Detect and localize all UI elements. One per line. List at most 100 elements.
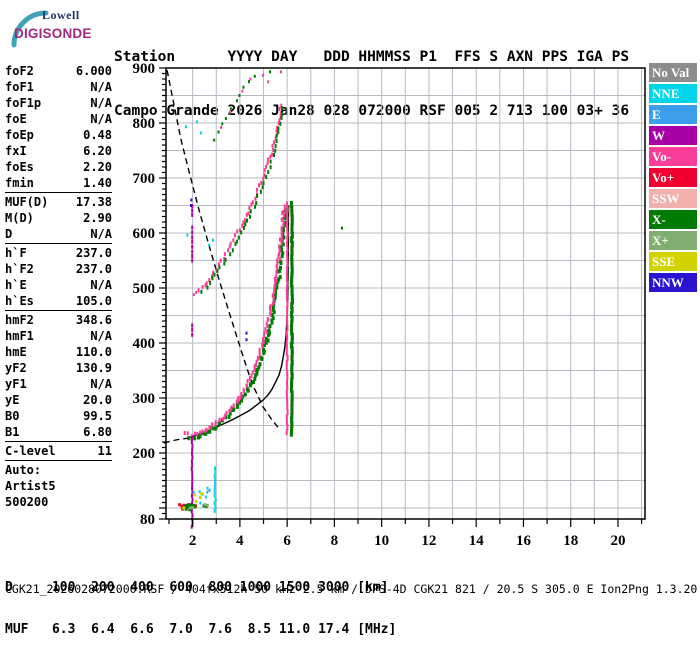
trace-e-dots [206, 488, 211, 494]
scaled-parameters-panel: foF2 6.000 foF1 N/A foF1p N/A foE N/A foEp 0.48 fx… [5, 62, 112, 511]
param-label: h`F [5, 246, 27, 260]
param-value: N/A [90, 80, 112, 94]
trace-F2-hop-trace-O [197, 103, 283, 293]
trace-F1-asymptote-O [285, 201, 289, 436]
param-label: h`F2 [5, 262, 34, 276]
x-tick-label: 10 [374, 533, 389, 549]
param-group: hmF2 348.6 hmF1 N/A hmE 110.0 yF2 130.9 yF1 N/A yE… [5, 310, 112, 441]
param-row-foes: foEs 2.20 [5, 159, 112, 175]
param-row-yf2: yF2 130.9 [5, 360, 112, 376]
legend-item-x: X- [649, 210, 697, 229]
legend-item-noval: No Val [649, 63, 697, 82]
param-value: 2.20 [83, 160, 112, 174]
param-label: foEs [5, 160, 34, 174]
file-info-footer: CGK21_2026028072000.RSF / 404fx512h 50 k… [5, 582, 698, 596]
param-value: 6.80 [83, 425, 112, 439]
legend-item-nnw: NNW [649, 273, 697, 292]
param-row-hes: h`Es 105.0 [5, 293, 112, 309]
param-row-yf1: yF1 N/A [5, 376, 112, 392]
x-tick-label: 16 [516, 533, 532, 549]
x-tick-label: 12 [421, 533, 436, 549]
param-row-hmf2: hmF2 348.6 [5, 312, 112, 328]
param-value: 105.0 [75, 294, 112, 308]
trace-top-strays-pink [192, 70, 282, 297]
plot-grid [166, 68, 645, 519]
param-row-fxi: fxI 6.20 [5, 143, 112, 159]
param-value: 348.6 [75, 313, 112, 327]
trace-F1-trace-O [183, 204, 287, 439]
param-group: MUF(D) 17.38 M(D) 2.90 D N/A [5, 192, 112, 243]
muf3000-transmission-curve [166, 70, 279, 428]
param-row-foep: foEp 0.48 [5, 127, 112, 143]
param-group: C-level 11 [5, 441, 112, 460]
param-row-fof1p: foF1p N/A [5, 95, 112, 111]
param-value: 0.48 [83, 128, 112, 142]
param-value: 110.0 [75, 345, 112, 359]
trace-F1-trace-X [187, 207, 290, 441]
trace-es-layer-yellow [182, 492, 204, 510]
trace-es-layer-green-xplus [188, 503, 209, 510]
param-value: 6.20 [83, 144, 112, 158]
legend-item-ssw: SSW [649, 189, 697, 208]
param-label: yF2 [5, 361, 27, 375]
x-tick-label: 18 [563, 533, 578, 549]
x-tick-label: 8 [331, 533, 339, 549]
trace-spread-column-3MHz [213, 466, 217, 513]
param-row-mufd: MUF(D) 17.38 [5, 194, 112, 210]
y-tick-label: 600 [133, 226, 156, 242]
lowell-digisonde-logo: Lowell DIGISONDE [6, 5, 110, 51]
param-row-ye: yE 20.0 [5, 392, 112, 408]
legend-item-x: X+ [649, 231, 697, 250]
y-tick-label: 80 [140, 512, 155, 528]
param-label: fxI [5, 144, 27, 158]
param-label: foEp [5, 128, 34, 142]
param-row-foe: foE N/A [5, 111, 112, 127]
param-row-b1: B1 6.80 [5, 424, 112, 440]
muf-row: MUF 6.3 6.4 6.6 7.0 7.6 8.5 11.0 17.4 [M… [5, 622, 397, 637]
station-header: Station YYYY DAY DDD HHMMSS P1 FFS S AXN… [114, 12, 629, 138]
param-value: N/A [90, 377, 112, 391]
param-row-fof2: foF2 6.000 [5, 63, 112, 79]
param-value: 6.000 [75, 64, 112, 78]
param-row-b0: B0 99.5 [5, 408, 112, 424]
param-label: yF1 [5, 377, 27, 391]
param-value: 237.0 [75, 246, 112, 260]
param-value: N/A [90, 96, 112, 110]
y-tick-label: 500 [133, 281, 156, 297]
param-value: N/A [90, 227, 112, 241]
param-label: hmE [5, 345, 27, 359]
echo-direction-legend: No Val NNE E W Vo- Vo+ SSW X- X+ SSE NNW [649, 63, 697, 294]
trace-F1-asymptote-X [289, 200, 294, 437]
param-value: N/A [90, 278, 112, 292]
param-value: 17.38 [75, 195, 112, 209]
trace-spread-2MHz-upper [191, 204, 194, 337]
param-row-fmin: fmin 1.40 [5, 175, 112, 191]
overlay-curves [163, 70, 290, 444]
param-label: foE [5, 112, 27, 126]
legend-item-w: W [649, 126, 697, 145]
param-label: yE [5, 393, 20, 407]
param-group: h`F 237.0 h`F2 237.0 h`E N/A h`Es 105.0 [5, 243, 112, 310]
y-tick-label: 400 [133, 336, 156, 352]
x-tick-label: 14 [469, 533, 485, 549]
logo-digisonde-text: DIGISONDE [14, 26, 92, 41]
legend-item-e: E [649, 105, 697, 124]
param-label: B1 [5, 425, 20, 439]
param-row-md: M(D) 2.90 [5, 210, 112, 226]
echo-traces [178, 70, 343, 529]
trace-F2-hop-trace-X [200, 106, 284, 294]
trace-F3-hop-trace-X [213, 80, 250, 142]
param-row-fof1: foF1 N/A [5, 79, 112, 95]
param-label: M(D) [5, 211, 34, 225]
header-field-labels: Station YYYY DAY DDD HHMMSS P1 FFS S AXN… [114, 49, 630, 65]
trace-top-strays-green [253, 70, 343, 230]
trace-spread-column-2MHz [190, 436, 194, 529]
param-row-hme: hmE 110.0 [5, 344, 112, 360]
y-tick-label: 800 [133, 116, 156, 132]
y-tick-label: 200 [133, 446, 156, 462]
distance-muf-table: D 100 200 400 600 800 1000 1500 3000 [km… [5, 553, 396, 651]
param-row-clevel: C-level 11 [5, 443, 112, 459]
autoscaling-info: Auto: Artist5 500200 [5, 460, 112, 511]
param-label: B0 [5, 409, 20, 423]
param-label: D [5, 227, 13, 241]
